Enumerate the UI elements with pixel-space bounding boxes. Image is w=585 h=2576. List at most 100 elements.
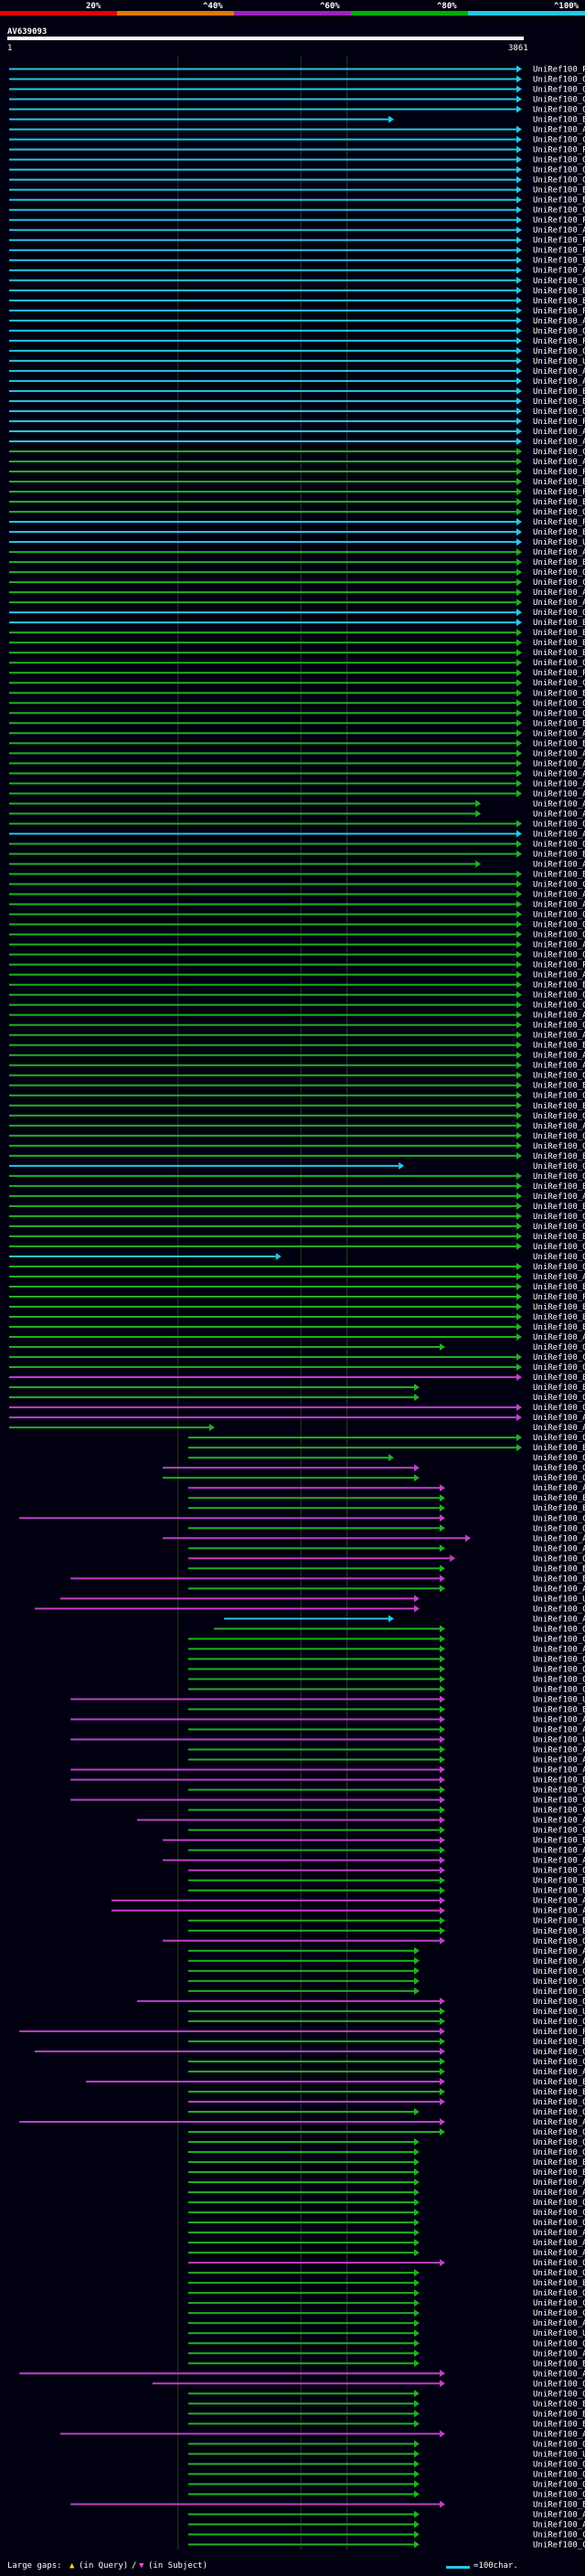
- hit-label[interactable]: UniRef100_A9P0V6: [533, 588, 585, 598]
- hit-bar[interactable]: [9, 822, 516, 825]
- hit-label[interactable]: UniRef100_Q01FD0: [533, 1363, 585, 1373]
- hit-label[interactable]: UniRef100_B0C816: [533, 1373, 585, 1383]
- hit-bar[interactable]: [70, 1577, 440, 1580]
- hit-label[interactable]: UniRef100_A7S173: [533, 2430, 585, 2439]
- hit-label[interactable]: UniRef100_A5GRU8: [533, 901, 585, 910]
- hit-label[interactable]: UniRef100_B4W168: [533, 287, 585, 296]
- hit-label[interactable]: UniRef100_B9YKL0: [533, 1102, 585, 1111]
- hit-bar[interactable]: [9, 621, 516, 624]
- hit-bar[interactable]: [9, 359, 516, 362]
- hit-label[interactable]: UniRef100_Q7VDC0: [533, 911, 585, 920]
- hit-bar[interactable]: [188, 2252, 414, 2254]
- hit-bar[interactable]: [9, 460, 516, 462]
- hit-bar[interactable]: [9, 1214, 516, 1217]
- hit-label[interactable]: UniRef100_UP1000...: [533, 2008, 585, 2017]
- hit-bar[interactable]: [9, 1386, 414, 1389]
- hit-bar[interactable]: [163, 1467, 414, 1469]
- hit-label[interactable]: UniRef100_P0F809: [533, 237, 585, 246]
- hit-bar[interactable]: [9, 108, 516, 111]
- hit-bar[interactable]: [188, 1969, 414, 1972]
- hit-bar[interactable]: [188, 1436, 516, 1439]
- hit-bar[interactable]: [9, 1104, 516, 1107]
- hit-label[interactable]: UniRef100_A4CRT3: [533, 749, 585, 758]
- hit-bar[interactable]: [9, 581, 516, 584]
- hit-label[interactable]: UniRef100_C7HIW2: [533, 2048, 585, 2057]
- hit-bar[interactable]: [19, 2372, 440, 2375]
- hit-label[interactable]: UniRef100_A7Q646: [533, 377, 585, 387]
- hit-bar[interactable]: [9, 249, 516, 251]
- hit-label[interactable]: UniRef100_A3E3S1: [533, 2239, 585, 2248]
- hit-label[interactable]: UniRef100_B4WMM1: [533, 1082, 585, 1091]
- hit-bar[interactable]: [9, 148, 516, 151]
- hit-bar[interactable]: [9, 963, 516, 966]
- hit-bar[interactable]: [9, 1416, 516, 1419]
- hit-bar[interactable]: [188, 1949, 414, 1952]
- hit-label[interactable]: UniRef100_Q2HDN1: [533, 207, 585, 216]
- hit-bar[interactable]: [9, 712, 516, 715]
- hit-label[interactable]: UniRef100_A9NN53: [533, 790, 585, 799]
- hit-bar[interactable]: [9, 903, 516, 906]
- hit-bar[interactable]: [9, 652, 516, 654]
- hit-label[interactable]: UniRef100_B0JX87: [533, 186, 585, 196]
- hit-label[interactable]: UniRef100_A5GMW1: [533, 769, 585, 779]
- hit-bar[interactable]: [9, 419, 516, 422]
- hit-label[interactable]: UniRef100_Q7W3Q5: [533, 2199, 585, 2208]
- hit-label[interactable]: UniRef100_UP1000...: [533, 2450, 585, 2459]
- hit-bar[interactable]: [9, 1054, 516, 1056]
- hit-bar[interactable]: [86, 2080, 440, 2083]
- hit-label[interactable]: UniRef100_B9R2E2: [533, 719, 585, 728]
- hit-bar[interactable]: [19, 1517, 440, 1520]
- hit-bar[interactable]: [9, 933, 516, 936]
- hit-bar[interactable]: [9, 198, 516, 201]
- hit-bar[interactable]: [188, 1668, 440, 1670]
- hit-bar[interactable]: [9, 973, 516, 976]
- hit-label[interactable]: UniRef100_C1CA43: [533, 2209, 585, 2218]
- hit-bar[interactable]: [188, 1879, 440, 1882]
- hit-bar[interactable]: [188, 1758, 440, 1761]
- hit-label[interactable]: UniRef100_B9RHP7: [533, 387, 585, 397]
- hit-bar[interactable]: [9, 631, 516, 634]
- hit-label[interactable]: UniRef100_A4HXU4: [533, 1817, 585, 1826]
- hit-label[interactable]: UniRef100_B2A7C1: [533, 2279, 585, 2288]
- hit-bar[interactable]: [188, 1728, 440, 1731]
- hit-label[interactable]: UniRef100_B4WUP2: [533, 1283, 585, 1292]
- hit-label[interactable]: UniRef100_C5YY74: [533, 448, 585, 457]
- hit-label[interactable]: UniRef100_A3ZSY8: [533, 891, 585, 900]
- hit-label[interactable]: UniRef100_A2BPU5: [533, 971, 585, 981]
- hit-label[interactable]: UniRef100_Q49611: [533, 1223, 585, 1232]
- hit-bar[interactable]: [188, 1507, 440, 1510]
- hit-label[interactable]: UniRef100_Q01T85: [533, 1937, 585, 1946]
- hit-bar[interactable]: [9, 762, 516, 765]
- hit-label[interactable]: UniRef100_Q05AU1: [533, 2480, 585, 2489]
- hit-bar[interactable]: [9, 883, 516, 885]
- hit-label[interactable]: UniRef100_Q3AWL7: [533, 1092, 585, 1101]
- hit-label[interactable]: UniRef100_P73341: [533, 307, 585, 316]
- hit-label[interactable]: UniRef100_Q9L3P9: [533, 840, 585, 849]
- hit-label[interactable]: UniRef100_Q7PW11: [533, 1786, 585, 1796]
- hit-bar[interactable]: [188, 1808, 440, 1811]
- hit-label[interactable]: UniRef100_Q02585: [533, 408, 585, 417]
- hit-label[interactable]: UniRef100_A9XN35: [533, 759, 585, 769]
- hit-bar[interactable]: [188, 2231, 414, 2234]
- hit-label[interactable]: UniRef100_B4SCV8: [533, 1705, 585, 1714]
- hit-bar[interactable]: [188, 1788, 440, 1791]
- hit-label[interactable]: UniRef100_B5HYK5: [533, 2400, 585, 2409]
- hit-label[interactable]: UniRef100_B4FSN4: [533, 649, 585, 658]
- hit-bar[interactable]: [9, 339, 516, 342]
- hit-label[interactable]: UniRef100_A8MFV0: [533, 2189, 585, 2198]
- hit-label[interactable]: UniRef100_Q7VYM4: [533, 1142, 585, 1151]
- hit-bar[interactable]: [9, 1356, 516, 1359]
- hit-label[interactable]: UniRef100_UP1000...: [533, 1736, 585, 1745]
- hit-bar[interactable]: [9, 662, 516, 664]
- hit-label[interactable]: UniRef100_A0JR11: [533, 1957, 585, 1966]
- hit-bar[interactable]: [9, 98, 516, 101]
- hit-label[interactable]: UniRef100_A9G7B7: [533, 2178, 585, 2188]
- hit-label[interactable]: UniRef100_P27784: [533, 468, 585, 477]
- hit-label[interactable]: UniRef100_Q89CV4: [533, 2390, 585, 2399]
- hit-bar[interactable]: [9, 1194, 516, 1197]
- hit-label[interactable]: UniRef100_Q1PYR8: [533, 1464, 585, 1473]
- hit-bar[interactable]: [9, 1154, 516, 1157]
- hit-bar[interactable]: [9, 1023, 516, 1026]
- hit-bar[interactable]: [224, 1617, 388, 1620]
- hit-bar[interactable]: [9, 470, 516, 472]
